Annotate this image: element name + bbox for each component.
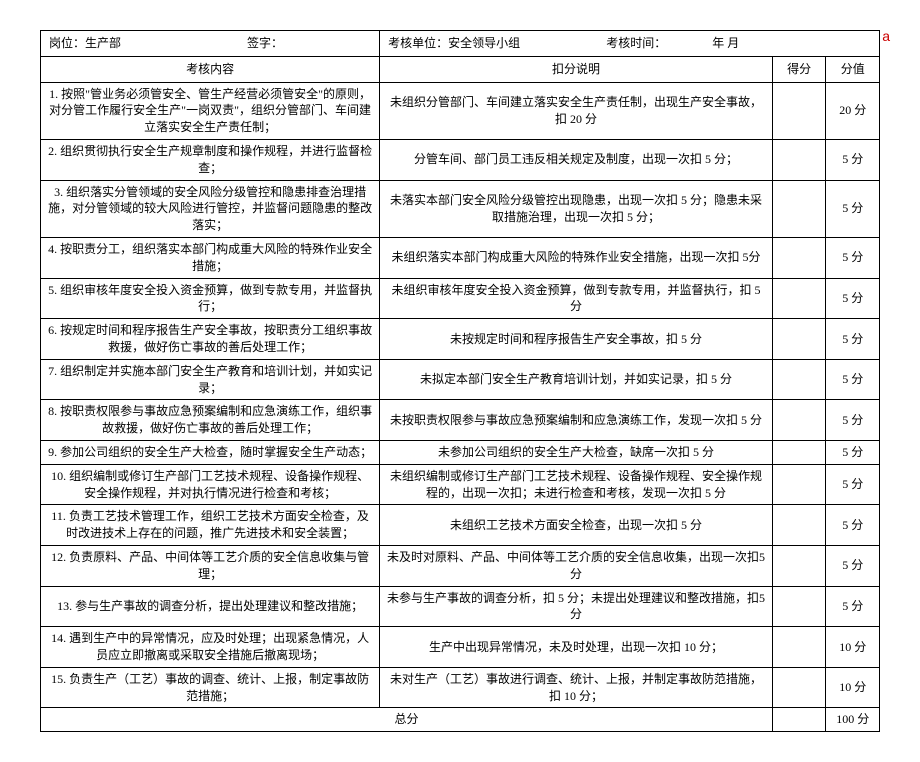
table-row: 11. 负责工艺技术管理工作，组织工艺技术方面安全检查，及时改进技术上存在的问题… (41, 505, 880, 546)
deduction-cell: 未参加公司组织的安全生产大检查，缺席一次扣 5 分 (380, 440, 773, 464)
table-row: 13. 参与生产事故的调查分析，提出处理建议和整改措施；未参与生产事故的调查分析… (41, 586, 880, 627)
position-label: 岗位：生产部 (49, 36, 121, 50)
score-cell (772, 627, 826, 668)
sign-label: 签字： (247, 36, 283, 50)
deduction-cell: 未落实本部门安全风险分级管控出现隐患，出现一次扣 5 分；隐患未采取措施治理，出… (380, 180, 773, 237)
value-cell: 10 分 (826, 667, 880, 708)
content-cell: 3. 组织落实分管领域的安全风险分级管控和隐患排查治理措施，对分管领域的较大风险… (41, 180, 380, 237)
table-row: 8. 按职责权限参与事故应急预案编制和应急演练工作，组织事故救援，做好伤亡事故的… (41, 400, 880, 441)
score-cell (772, 400, 826, 441)
value-cell: 5 分 (826, 440, 880, 464)
score-cell (772, 319, 826, 360)
total-label: 总分 (41, 708, 773, 732)
content-cell: 15. 负责生产（工艺）事故的调查、统计、上报，制定事故防范措施； (41, 667, 380, 708)
total-row: 总分 100 分 (41, 708, 880, 732)
table-row: 2. 组织贯彻执行安全生产规章制度和操作规程，并进行监督检查；分管车间、部门员工… (41, 139, 880, 180)
score-cell (772, 440, 826, 464)
value-cell: 20 分 (826, 82, 880, 139)
score-cell (772, 505, 826, 546)
total-score-cell (772, 708, 826, 732)
content-cell: 10. 组织编制或修订生产部门工艺技术规程、设备操作规程、安全操作规程，并对执行… (41, 464, 380, 505)
deduction-cell: 未组织落实本部门构成重大风险的特殊作业安全措施，出现一次扣 5分 (380, 237, 773, 278)
col-content-header: 考核内容 (41, 56, 380, 82)
table-row: 6. 按规定时间和程序报告生产安全事故，按职责分工组织事故救援，做好伤亡事故的善… (41, 319, 880, 360)
score-cell (772, 586, 826, 627)
total-value: 100 分 (826, 708, 880, 732)
table-row: 9. 参加公司组织的安全生产大检查，随时掌握安全生产动态；未参加公司组织的安全生… (41, 440, 880, 464)
score-cell (772, 464, 826, 505)
content-cell: 7. 组织制定并实施本部门安全生产教育和培训计划，并如实记录； (41, 359, 380, 400)
score-cell (772, 180, 826, 237)
time-value: 年 月 (712, 36, 739, 50)
score-cell (772, 139, 826, 180)
value-cell: 5 分 (826, 237, 880, 278)
deduction-cell: 未组织分管部门、车间建立落实安全生产责任制，出现生产安全事故，扣 20 分 (380, 82, 773, 139)
assessment-table: 岗位：生产部 签字： 考核单位：安全领导小组 考核时间： 年 月 考核内容 扣分… (40, 30, 880, 732)
deduction-cell: 未组织编制或修订生产部门工艺技术规程、设备操作规程、安全操作规程的，出现一次扣；… (380, 464, 773, 505)
value-cell: 5 分 (826, 359, 880, 400)
deduction-cell: 未组织工艺技术方面安全检查，出现一次扣 5 分 (380, 505, 773, 546)
content-cell: 8. 按职责权限参与事故应急预案编制和应急演练工作，组织事故救援，做好伤亡事故的… (41, 400, 380, 441)
score-cell (772, 237, 826, 278)
deduction-cell: 未按规定时间和程序报告生产安全事故，扣 5 分 (380, 319, 773, 360)
annotation-mark: a (882, 28, 890, 44)
value-cell: 5 分 (826, 505, 880, 546)
time-label: 考核时间： (606, 36, 666, 50)
deduction-cell: 生产中出现异常情况，未及时处理，出现一次扣 10 分； (380, 627, 773, 668)
value-cell: 5 分 (826, 545, 880, 586)
content-cell: 11. 负责工艺技术管理工作，组织工艺技术方面安全检查，及时改进技术上存在的问题… (41, 505, 380, 546)
deduction-cell: 未及时对原料、产品、中间体等工艺介质的安全信息收集，出现一次扣5 分 (380, 545, 773, 586)
table-row: 14. 遇到生产中的异常情况，应及时处理；出现紧急情况，人员应立即撤离或采取安全… (41, 627, 880, 668)
col-deduction-header: 扣分说明 (380, 56, 773, 82)
table-row: 4. 按职责分工，组织落实本部门构成重大风险的特殊作业安全措施；未组织落实本部门… (41, 237, 880, 278)
col-score-header: 得分 (772, 56, 826, 82)
content-cell: 13. 参与生产事故的调查分析，提出处理建议和整改措施； (41, 586, 380, 627)
content-cell: 6. 按规定时间和程序报告生产安全事故，按职责分工组织事故救援，做好伤亡事故的善… (41, 319, 380, 360)
deduction-cell: 未拟定本部门安全生产教育培训计划，并如实记录，扣 5 分 (380, 359, 773, 400)
table-row: 12. 负责原料、产品、中间体等工艺介质的安全信息收集与管理；未及时对原料、产品… (41, 545, 880, 586)
value-cell: 5 分 (826, 464, 880, 505)
value-cell: 5 分 (826, 319, 880, 360)
score-cell (772, 667, 826, 708)
value-cell: 5 分 (826, 139, 880, 180)
unit-time-cell: 考核单位：安全领导小组 考核时间： 年 月 (380, 31, 880, 57)
content-cell: 12. 负责原料、产品、中间体等工艺介质的安全信息收集与管理； (41, 545, 380, 586)
table-row: 15. 负责生产（工艺）事故的调查、统计、上报，制定事故防范措施；未对生产（工艺… (41, 667, 880, 708)
table-row: 7. 组织制定并实施本部门安全生产教育和培训计划，并如实记录；未拟定本部门安全生… (41, 359, 880, 400)
score-cell (772, 82, 826, 139)
deduction-cell: 未对生产（工艺）事故进行调查、统计、上报，并制定事故防范措施，扣 10 分； (380, 667, 773, 708)
content-cell: 5. 组织审核年度安全投入资金预算，做到专款专用，并监督执行； (41, 278, 380, 319)
unit-label: 考核单位：安全领导小组 (388, 36, 520, 50)
deduction-cell: 未组织审核年度安全投入资金预算，做到专款专用，并监督执行，扣 5分 (380, 278, 773, 319)
score-cell (772, 359, 826, 400)
content-cell: 1. 按照"管业务必须管安全、管生产经营必须管安全"的原则，对分管工作履行安全生… (41, 82, 380, 139)
value-cell: 5 分 (826, 180, 880, 237)
content-cell: 2. 组织贯彻执行安全生产规章制度和操作规程，并进行监督检查； (41, 139, 380, 180)
content-cell: 9. 参加公司组织的安全生产大检查，随时掌握安全生产动态； (41, 440, 380, 464)
deduction-cell: 分管车间、部门员工违反相关规定及制度，出现一次扣 5 分； (380, 139, 773, 180)
score-cell (772, 545, 826, 586)
content-cell: 4. 按职责分工，组织落实本部门构成重大风险的特殊作业安全措施； (41, 237, 380, 278)
value-cell: 5 分 (826, 278, 880, 319)
table-row: 5. 组织审核年度安全投入资金预算，做到专款专用，并监督执行；未组织审核年度安全… (41, 278, 880, 319)
header-row: 岗位：生产部 签字： 考核单位：安全领导小组 考核时间： 年 月 (41, 31, 880, 57)
deduction-cell: 未参与生产事故的调查分析，扣 5 分；未提出处理建议和整改措施，扣5 分 (380, 586, 773, 627)
col-value-header: 分值 (826, 56, 880, 82)
value-cell: 5 分 (826, 400, 880, 441)
table-row: 10. 组织编制或修订生产部门工艺技术规程、设备操作规程、安全操作规程，并对执行… (41, 464, 880, 505)
table-row: 1. 按照"管业务必须管安全、管生产经营必须管安全"的原则，对分管工作履行安全生… (41, 82, 880, 139)
column-header-row: 考核内容 扣分说明 得分 分值 (41, 56, 880, 82)
position-cell: 岗位：生产部 签字： (41, 31, 380, 57)
content-cell: 14. 遇到生产中的异常情况，应及时处理；出现紧急情况，人员应立即撤离或采取安全… (41, 627, 380, 668)
table-row: 3. 组织落实分管领域的安全风险分级管控和隐患排查治理措施，对分管领域的较大风险… (41, 180, 880, 237)
value-cell: 5 分 (826, 586, 880, 627)
value-cell: 10 分 (826, 627, 880, 668)
score-cell (772, 278, 826, 319)
deduction-cell: 未按职责权限参与事故应急预案编制和应急演练工作，发现一次扣 5 分 (380, 400, 773, 441)
